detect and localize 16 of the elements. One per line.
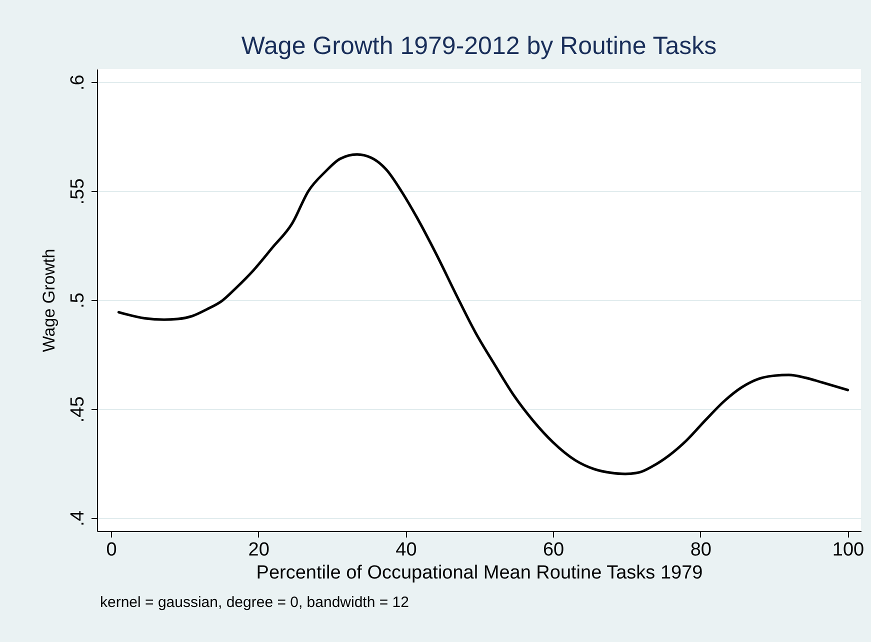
x-tick-label: 20 [248, 540, 270, 560]
x-tick-label: 80 [690, 540, 712, 560]
x-tick-label: 40 [396, 540, 417, 560]
y-axis-title: Wage Growth [40, 248, 58, 352]
x-tick-label: 0 [106, 540, 117, 560]
y-tick-label: .4 [68, 510, 88, 526]
x-tick-label: 60 [542, 540, 564, 560]
chart-title: Wage Growth 1979-2012 by Routine Tasks [241, 32, 717, 60]
text: kernel = gaussian, degree = 0, bandwidth = 12 [100, 594, 409, 611]
x-tick-label: 100 [832, 540, 864, 560]
x-axis-title: Percentile of Occupational Mean Routine Tasks 1979 [256, 562, 703, 584]
y-tick-label: .45 [68, 396, 88, 423]
line-series [117, 153, 850, 476]
y-tick-label: .5 [68, 292, 88, 308]
y-tick-label: .6 [68, 74, 88, 91]
y-tick-label: .55 [68, 178, 88, 205]
